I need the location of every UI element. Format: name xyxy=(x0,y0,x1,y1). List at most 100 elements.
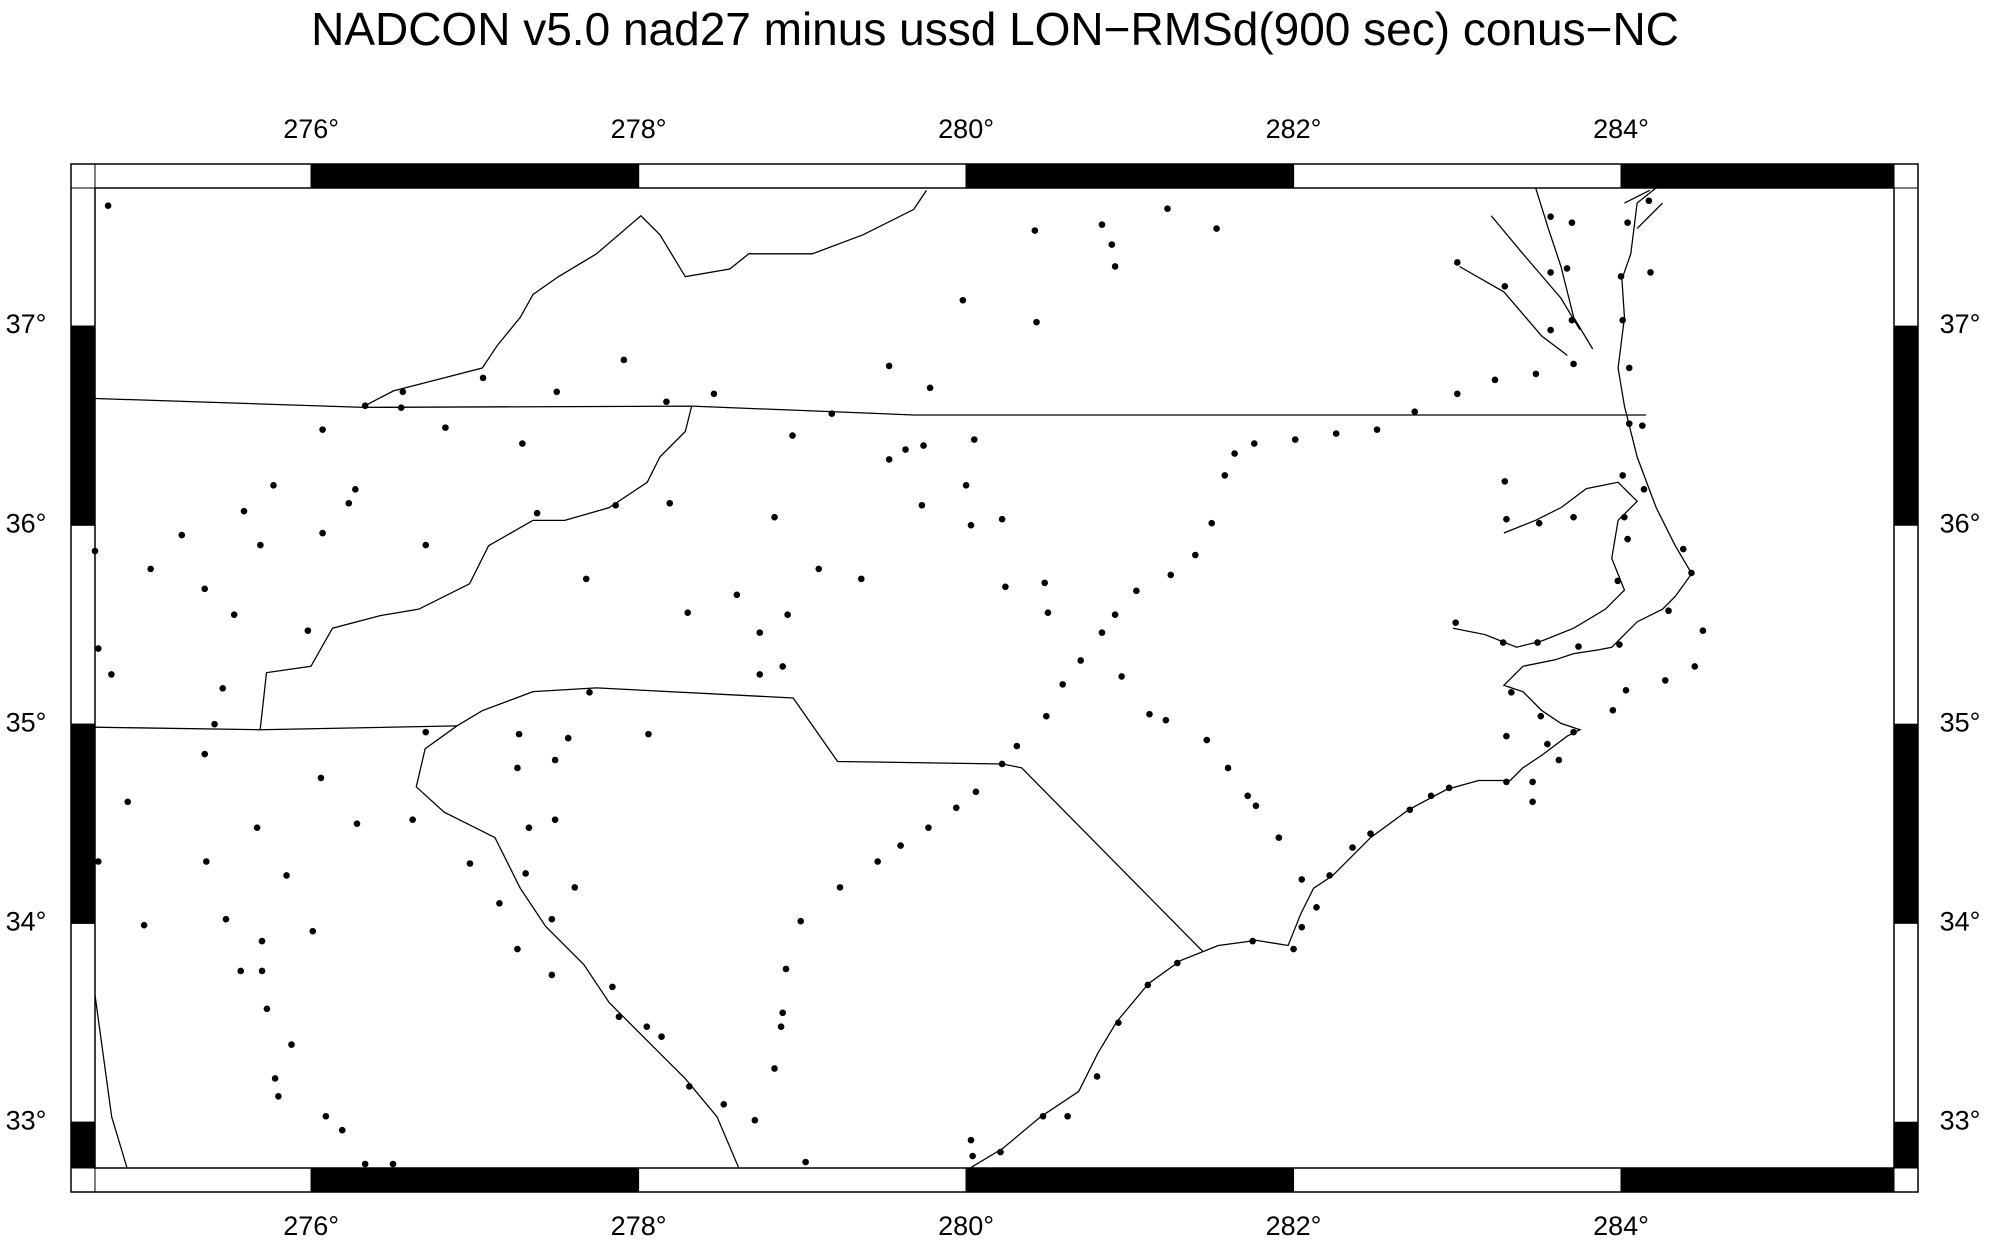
station-point xyxy=(967,521,975,529)
station-point xyxy=(442,424,449,431)
station-point xyxy=(108,671,115,678)
station-point xyxy=(962,482,970,489)
station-point xyxy=(686,1083,693,1090)
station-point xyxy=(969,1152,976,1160)
station-point xyxy=(802,1158,809,1166)
frame-band xyxy=(94,1167,312,1193)
station-point xyxy=(1547,326,1554,334)
station-point xyxy=(1639,422,1646,429)
station-point xyxy=(548,971,556,979)
station-point xyxy=(998,760,1006,768)
station-point xyxy=(1221,472,1229,479)
station-point xyxy=(1445,784,1453,792)
lat-tick-label: 36° xyxy=(6,508,47,538)
station-point xyxy=(211,720,218,728)
station-point xyxy=(571,884,579,891)
frame-band xyxy=(1893,325,1919,526)
station-point xyxy=(897,842,904,849)
frame-band xyxy=(1893,723,1919,924)
station-point xyxy=(94,645,102,652)
station-point xyxy=(756,629,764,636)
station-point xyxy=(1529,778,1536,786)
station-point xyxy=(1688,569,1695,577)
station-point xyxy=(548,915,556,923)
station-point xyxy=(258,937,266,945)
lat-tick-label: 33° xyxy=(1940,1105,1981,1135)
station-point xyxy=(1144,981,1152,989)
station-point xyxy=(1298,923,1306,931)
frame-band xyxy=(1620,1167,1895,1193)
station-point xyxy=(1275,834,1283,841)
station-point xyxy=(94,858,102,865)
station-point xyxy=(1503,515,1510,523)
station-point xyxy=(352,486,359,493)
station-point xyxy=(586,689,593,696)
station-point xyxy=(322,1112,330,1120)
points-layer xyxy=(91,197,1707,1168)
station-point xyxy=(1616,641,1623,648)
station-point xyxy=(756,671,764,678)
station-point xyxy=(1691,663,1699,670)
station-point xyxy=(1454,390,1461,398)
station-point xyxy=(751,1116,759,1124)
station-point xyxy=(1491,376,1499,384)
station-point xyxy=(519,440,526,447)
station-point xyxy=(1041,579,1048,587)
station-point xyxy=(582,575,590,583)
frame-band xyxy=(1893,524,1919,725)
station-point xyxy=(1250,440,1258,447)
station-point xyxy=(353,820,361,827)
station-point xyxy=(658,1033,665,1040)
station-point xyxy=(525,824,533,831)
station-point xyxy=(1002,583,1009,591)
station-point xyxy=(771,1065,778,1072)
station-point xyxy=(345,499,353,507)
frame-band xyxy=(70,723,96,924)
station-point xyxy=(926,384,934,392)
station-point xyxy=(666,499,674,507)
state-border xyxy=(415,725,740,1168)
station-point xyxy=(104,202,112,210)
station-point xyxy=(970,436,978,443)
station-point xyxy=(1174,959,1181,967)
station-point xyxy=(684,609,692,617)
station-point xyxy=(1367,830,1374,837)
station-point xyxy=(240,507,248,515)
boundaries xyxy=(94,187,1693,1169)
station-point xyxy=(1044,609,1052,617)
station-point xyxy=(1661,677,1669,684)
station-point xyxy=(959,296,967,304)
station-point xyxy=(1427,792,1435,800)
station-point xyxy=(147,565,154,573)
station-point xyxy=(874,858,881,865)
frame-band xyxy=(638,1167,967,1193)
lon-tick-label: 276° xyxy=(283,1211,339,1241)
station-point xyxy=(1244,792,1252,800)
lon-tick-label: 276° xyxy=(283,114,339,144)
station-point xyxy=(1624,535,1631,543)
station-point xyxy=(422,728,430,736)
station-point xyxy=(1547,269,1554,276)
station-point xyxy=(1098,629,1106,636)
station-point xyxy=(1192,551,1199,559)
station-point xyxy=(1252,802,1260,810)
station-point xyxy=(925,824,932,831)
station-point xyxy=(1291,436,1299,443)
station-point xyxy=(219,685,227,692)
frame-band xyxy=(70,922,96,1123)
station-point xyxy=(1093,1073,1101,1080)
frame-band xyxy=(1893,1121,1919,1169)
lat-tick-label: 37° xyxy=(6,309,47,339)
station-point xyxy=(771,513,778,521)
station-point xyxy=(1614,577,1622,585)
station-point xyxy=(1508,689,1515,696)
station-point xyxy=(564,734,572,742)
station-point xyxy=(1621,513,1628,521)
station-point xyxy=(1501,478,1509,485)
station-point xyxy=(828,410,836,417)
station-point xyxy=(1406,806,1414,814)
station-point xyxy=(1624,219,1631,226)
station-point xyxy=(1617,273,1625,280)
lat-tick-label: 34° xyxy=(1940,906,1981,936)
